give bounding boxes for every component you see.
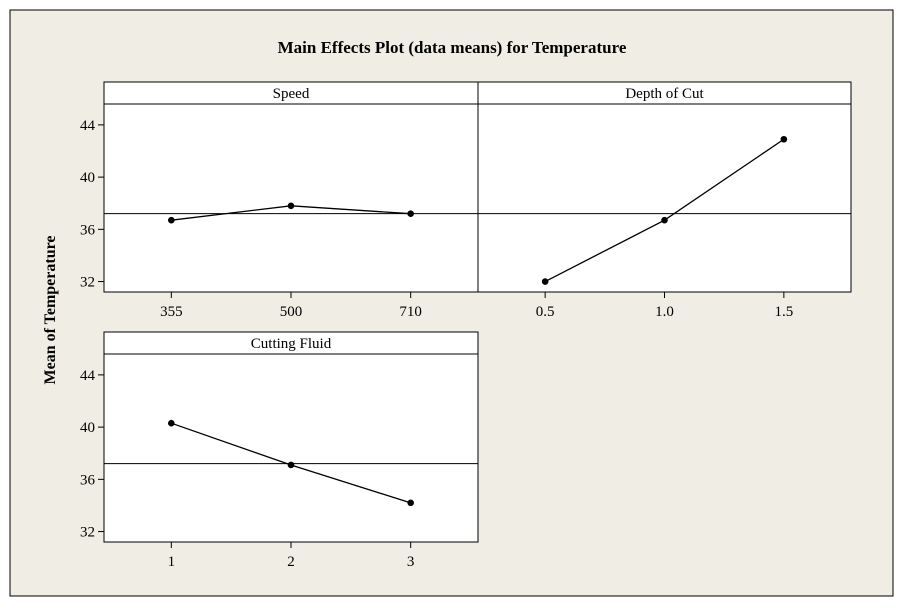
- panel-frame: [477, 81, 852, 293]
- x-tick-label: 0.5: [536, 304, 555, 320]
- data-point: [661, 216, 668, 224]
- data-point: [168, 216, 175, 224]
- data-point: [168, 419, 175, 427]
- y-tick-label: 44: [80, 118, 96, 134]
- data-point: [780, 135, 788, 143]
- y-tick-label: 40: [80, 170, 95, 186]
- y-tick-label: 40: [80, 420, 95, 436]
- x-tick-label: 1: [168, 554, 176, 570]
- y-axis-label: Mean of Temperature: [42, 235, 59, 384]
- data-point: [407, 499, 414, 507]
- x-tick-label: 1.5: [774, 304, 793, 320]
- x-tick-label: 710: [399, 304, 422, 320]
- data-point: [541, 278, 549, 285]
- panel-cutting-fluid: Cutting Fluid 32 36 40 44 1 2 3: [80, 331, 479, 570]
- panel-frame: [103, 81, 479, 293]
- panel-strip-label: Cutting Fluid: [251, 336, 332, 352]
- data-point: [287, 461, 295, 469]
- y-tick-label: 36: [80, 222, 96, 238]
- y-tick-label: 32: [80, 525, 95, 541]
- panel-depth-of-cut: Depth of Cut 0.5 1.0 1.5: [477, 81, 852, 320]
- y-tick-label: 44: [80, 368, 96, 384]
- panel-strip-label: Depth of Cut: [625, 86, 704, 102]
- panel-frame: [103, 331, 479, 543]
- chart-title: Main Effects Plot (data means) for Tempe…: [278, 38, 627, 57]
- x-tick-label: 355: [160, 304, 183, 320]
- x-tick-label: 500: [280, 304, 303, 320]
- data-point: [287, 202, 295, 210]
- data-point: [407, 210, 414, 217]
- y-tick-label: 32: [80, 275, 95, 291]
- y-tick-label: 36: [80, 472, 96, 488]
- x-tick-label: 2: [287, 554, 295, 570]
- panel-speed: Speed 32 36 40 44 355 500 710: [80, 81, 479, 320]
- x-tick-label: 1.0: [655, 304, 674, 320]
- x-tick-label: 3: [407, 554, 415, 570]
- panel-strip-label: Speed: [273, 86, 310, 102]
